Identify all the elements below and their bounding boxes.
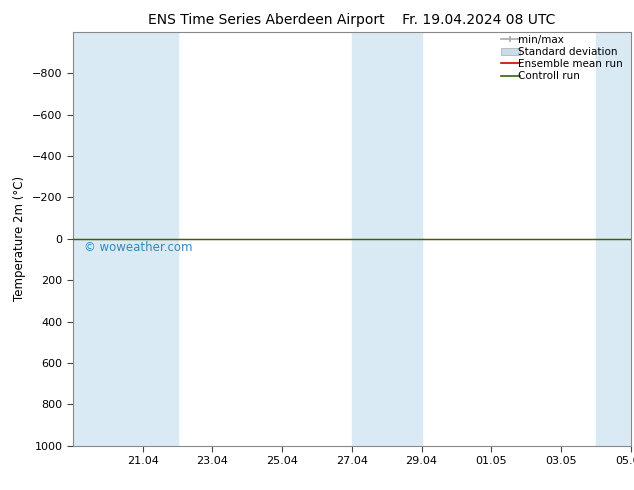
Bar	[73, 32, 178, 446]
Y-axis label: Temperature 2m (°C): Temperature 2m (°C)	[13, 176, 27, 301]
Text: © woweather.com: © woweather.com	[84, 241, 193, 254]
Title: ENS Time Series Aberdeen Airport    Fr. 19.04.2024 08 UTC: ENS Time Series Aberdeen Airport Fr. 19.…	[148, 13, 555, 26]
Legend: min/max, Standard deviation, Ensemble mean run, Controll run: min/max, Standard deviation, Ensemble me…	[501, 35, 628, 81]
Bar	[352, 32, 422, 446]
Bar	[596, 32, 634, 446]
